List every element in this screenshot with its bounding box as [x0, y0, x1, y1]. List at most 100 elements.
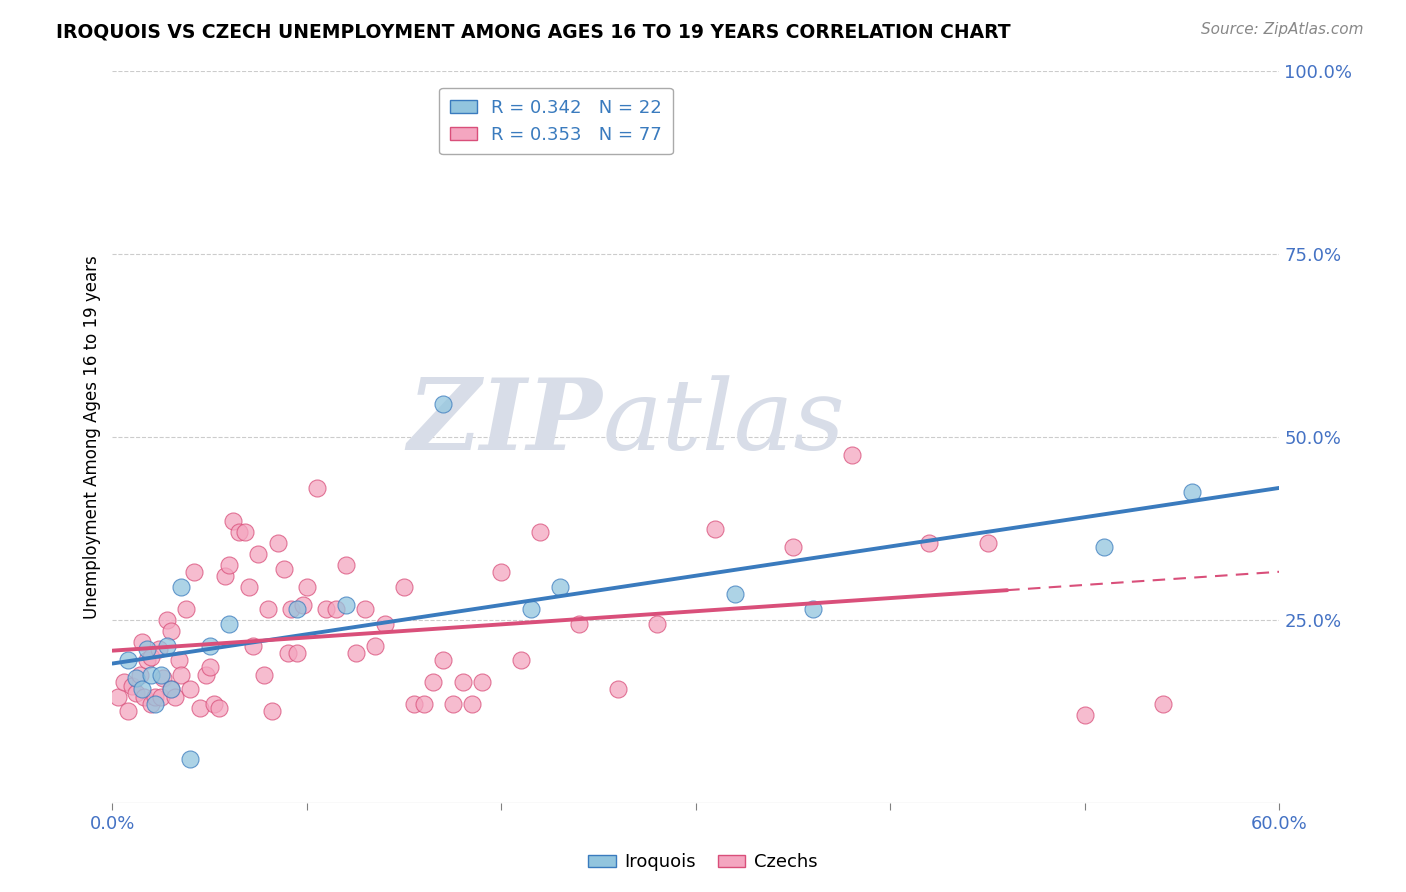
Point: [218, 558, 240, 573]
Point: [107, 690, 129, 704]
Point: [218, 616, 240, 631]
Point: [143, 690, 166, 704]
Point: [163, 690, 186, 704]
Point: [188, 700, 211, 714]
Point: [179, 682, 201, 697]
Point: [198, 639, 221, 653]
Point: [202, 697, 225, 711]
Point: [412, 697, 434, 711]
Point: [491, 566, 513, 580]
Point: [568, 616, 591, 631]
Point: [233, 525, 256, 540]
Point: [132, 690, 155, 704]
Point: [131, 682, 153, 697]
Point: [128, 667, 150, 681]
Point: [1074, 708, 1097, 723]
Point: [198, 660, 221, 674]
Point: [247, 547, 270, 561]
Point: [315, 602, 337, 616]
Point: [257, 602, 280, 616]
Point: [150, 667, 173, 681]
Point: [295, 580, 318, 594]
Point: [253, 667, 276, 681]
Point: [148, 642, 170, 657]
Point: [125, 672, 148, 686]
Point: [238, 580, 260, 594]
Text: Source: ZipAtlas.com: Source: ZipAtlas.com: [1201, 22, 1364, 37]
Point: [222, 514, 245, 528]
Text: IROQUOIS VS CZECH UNEMPLOYMENT AMONG AGES 16 TO 19 YEARS CORRELATION CHART: IROQUOIS VS CZECH UNEMPLOYMENT AMONG AGE…: [56, 22, 1011, 41]
Point: [1181, 485, 1204, 500]
Point: [141, 667, 163, 681]
Legend: Iroquois, Czechs: Iroquois, Czechs: [581, 847, 825, 879]
Point: [152, 672, 174, 686]
Point: [179, 752, 201, 766]
Point: [344, 646, 367, 660]
Point: [509, 653, 531, 667]
Point: [918, 536, 941, 550]
Point: [354, 602, 377, 616]
Point: [260, 705, 283, 719]
Point: [724, 587, 747, 601]
Point: [285, 646, 308, 660]
Point: [335, 599, 357, 613]
Legend: R = 0.342   N = 22, R = 0.353   N = 77: R = 0.342 N = 22, R = 0.353 N = 77: [439, 87, 673, 154]
Point: [242, 639, 264, 653]
Point: [285, 602, 308, 616]
Point: [169, 667, 191, 681]
Point: [160, 682, 183, 697]
Point: [519, 602, 541, 616]
Point: [208, 700, 231, 714]
Point: [471, 675, 494, 690]
Point: [117, 705, 139, 719]
Point: [280, 602, 302, 616]
Point: [607, 682, 630, 697]
Point: [150, 690, 173, 704]
Point: [169, 580, 191, 594]
Point: [976, 536, 998, 550]
Point: [292, 599, 315, 613]
Point: [121, 679, 143, 693]
Point: [422, 675, 444, 690]
Point: [136, 653, 159, 667]
Point: [374, 616, 396, 631]
Point: [402, 697, 425, 711]
Point: [143, 697, 166, 711]
Point: [176, 602, 198, 616]
Y-axis label: Unemployment Among Ages 16 to 19 years: Unemployment Among Ages 16 to 19 years: [83, 255, 101, 619]
Point: [335, 558, 357, 573]
Point: [141, 649, 163, 664]
Point: [801, 602, 824, 616]
Point: [160, 682, 183, 697]
Point: [392, 580, 416, 594]
Point: [1152, 697, 1174, 711]
Point: [228, 525, 250, 540]
Point: [131, 635, 153, 649]
Point: [645, 616, 668, 631]
Point: [194, 667, 217, 681]
Point: [529, 525, 551, 540]
Point: [117, 653, 139, 667]
Point: [305, 481, 328, 495]
Point: [276, 646, 298, 660]
Point: [156, 613, 179, 627]
Point: [183, 566, 205, 580]
Point: [704, 521, 727, 535]
Point: [451, 675, 474, 690]
Text: ZIP: ZIP: [408, 375, 603, 471]
Point: [156, 639, 179, 653]
Point: [112, 675, 135, 690]
Point: [325, 602, 347, 616]
Point: [432, 653, 454, 667]
Point: [461, 697, 484, 711]
Point: [548, 580, 571, 594]
Point: [167, 653, 190, 667]
Point: [441, 697, 464, 711]
Point: [273, 562, 295, 576]
Point: [125, 686, 148, 700]
Point: [267, 536, 290, 550]
Point: [141, 697, 163, 711]
Point: [136, 642, 159, 657]
Point: [160, 624, 183, 638]
Point: [841, 449, 863, 463]
